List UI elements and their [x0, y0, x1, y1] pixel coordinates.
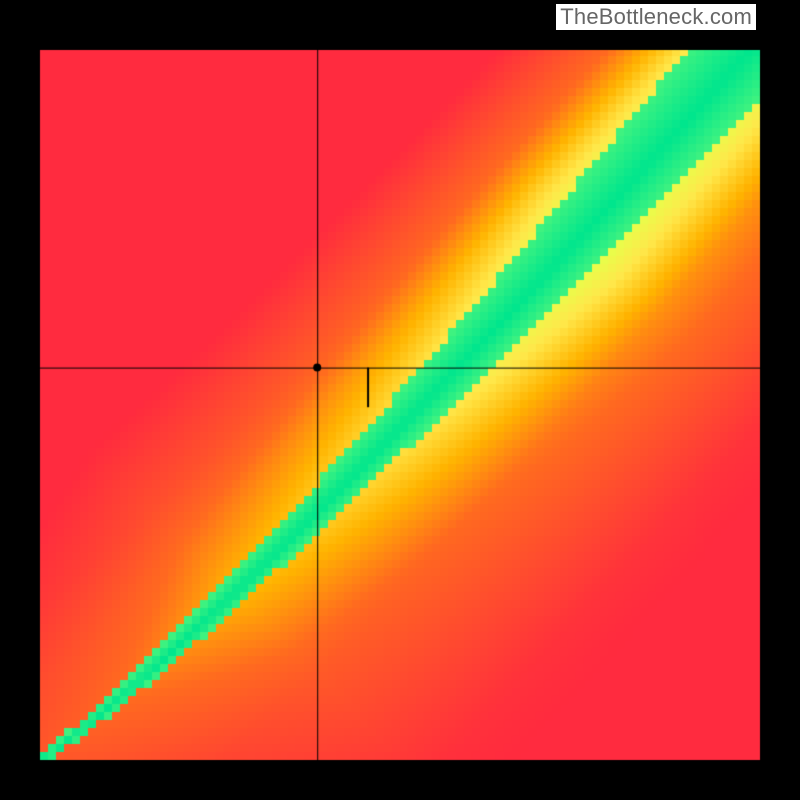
- bottleneck-heatmap: [0, 0, 800, 800]
- chart-frame: TheBottleneck.com: [0, 0, 800, 800]
- watermark-text: TheBottleneck.com: [556, 4, 756, 30]
